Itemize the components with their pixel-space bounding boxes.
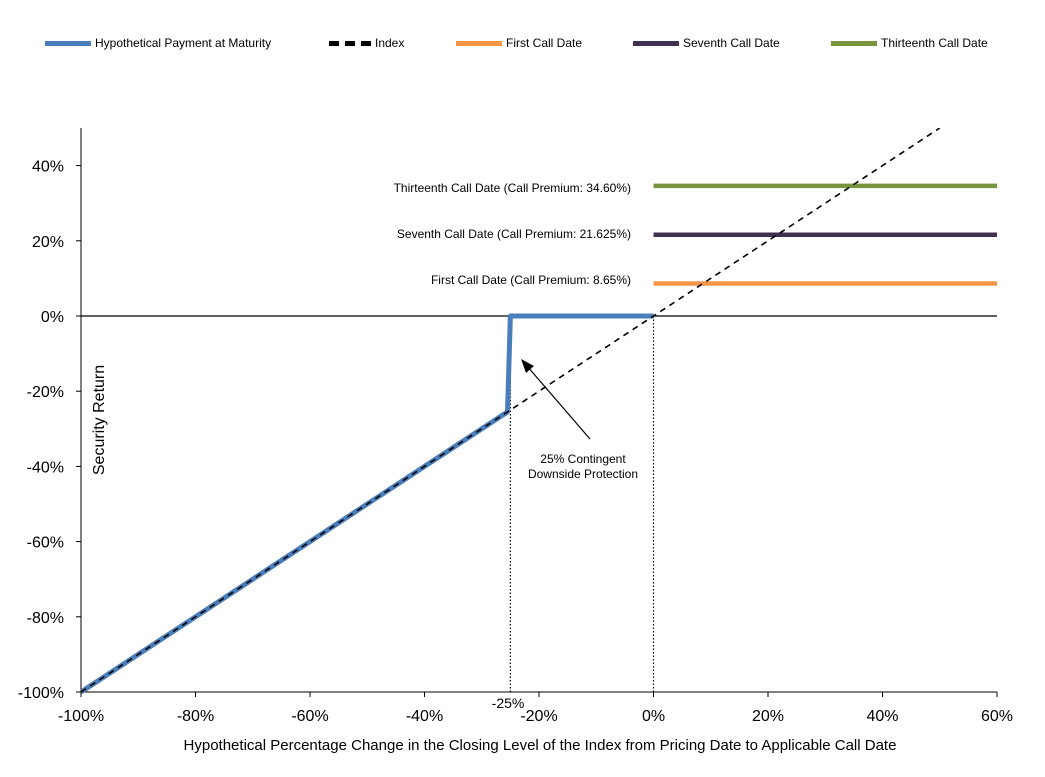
annotation-protection-line2: Downside Protection (528, 467, 638, 481)
y-tick-label: -80% (27, 610, 64, 627)
y-tick-label: 20% (32, 234, 64, 251)
legend-item: Index (329, 36, 404, 50)
legend-item: Hypothetical Payment at Maturity (45, 36, 271, 50)
legend-swatch (45, 40, 91, 46)
y-tick-label: -60% (27, 535, 64, 552)
y-tick-label: 0% (41, 309, 64, 326)
y-tick-label: -100% (18, 685, 64, 702)
legend-swatch (456, 40, 502, 46)
annotation-arrowhead (521, 359, 534, 373)
legend-label: Thirteenth Call Date (881, 36, 988, 50)
x-tick-label: -40% (406, 708, 443, 725)
legend-swatch (831, 40, 877, 46)
y-tick-label: 40% (32, 159, 64, 176)
legend-item: First Call Date (456, 36, 582, 50)
x-tick-label: 0% (642, 708, 665, 725)
legend-swatch (329, 40, 371, 46)
annotation-thirteenth-call: Thirteenth Call Date (Call Premium: 34.6… (394, 181, 631, 195)
legend-label: First Call Date (506, 36, 583, 50)
legend-label: Hypothetical Payment at Maturity (95, 36, 272, 50)
x-tick-label: 20% (752, 708, 784, 725)
legend-swatch (633, 40, 679, 46)
x-tick-label: -60% (291, 708, 328, 725)
y-tick-label: -20% (27, 384, 64, 401)
x-tick-label: 40% (866, 708, 898, 725)
annotation-first-call: First Call Date (Call Premium: 8.65%) (431, 273, 631, 287)
legend: Hypothetical Payment at Maturity Index Fir… (0, 0, 1045, 60)
legend-item: Seventh Call Date (633, 36, 780, 50)
x-axis-title: Hypothetical Percentage Change in the Cl… (184, 737, 897, 754)
annotation-protection-line1: 25% Contingent (540, 452, 626, 466)
y-tick-label: -40% (27, 459, 64, 476)
annotation-seventh-call: Seventh Call Date (Call Premium: 21.625%… (397, 227, 631, 241)
legend-label: Seventh Call Date (683, 36, 780, 50)
x-tick-label: -80% (177, 708, 214, 725)
x-tick-label: 60% (981, 708, 1013, 725)
annotation-arrow (526, 365, 591, 440)
legend-item: Thirteenth Call Date (831, 36, 988, 50)
legend-label: Index (375, 36, 405, 50)
threshold-label: -25% (492, 695, 525, 711)
x-tick-label: -100% (58, 708, 104, 725)
x-tick-label: -20% (520, 708, 557, 725)
y-axis-title: Security Return (91, 365, 108, 475)
